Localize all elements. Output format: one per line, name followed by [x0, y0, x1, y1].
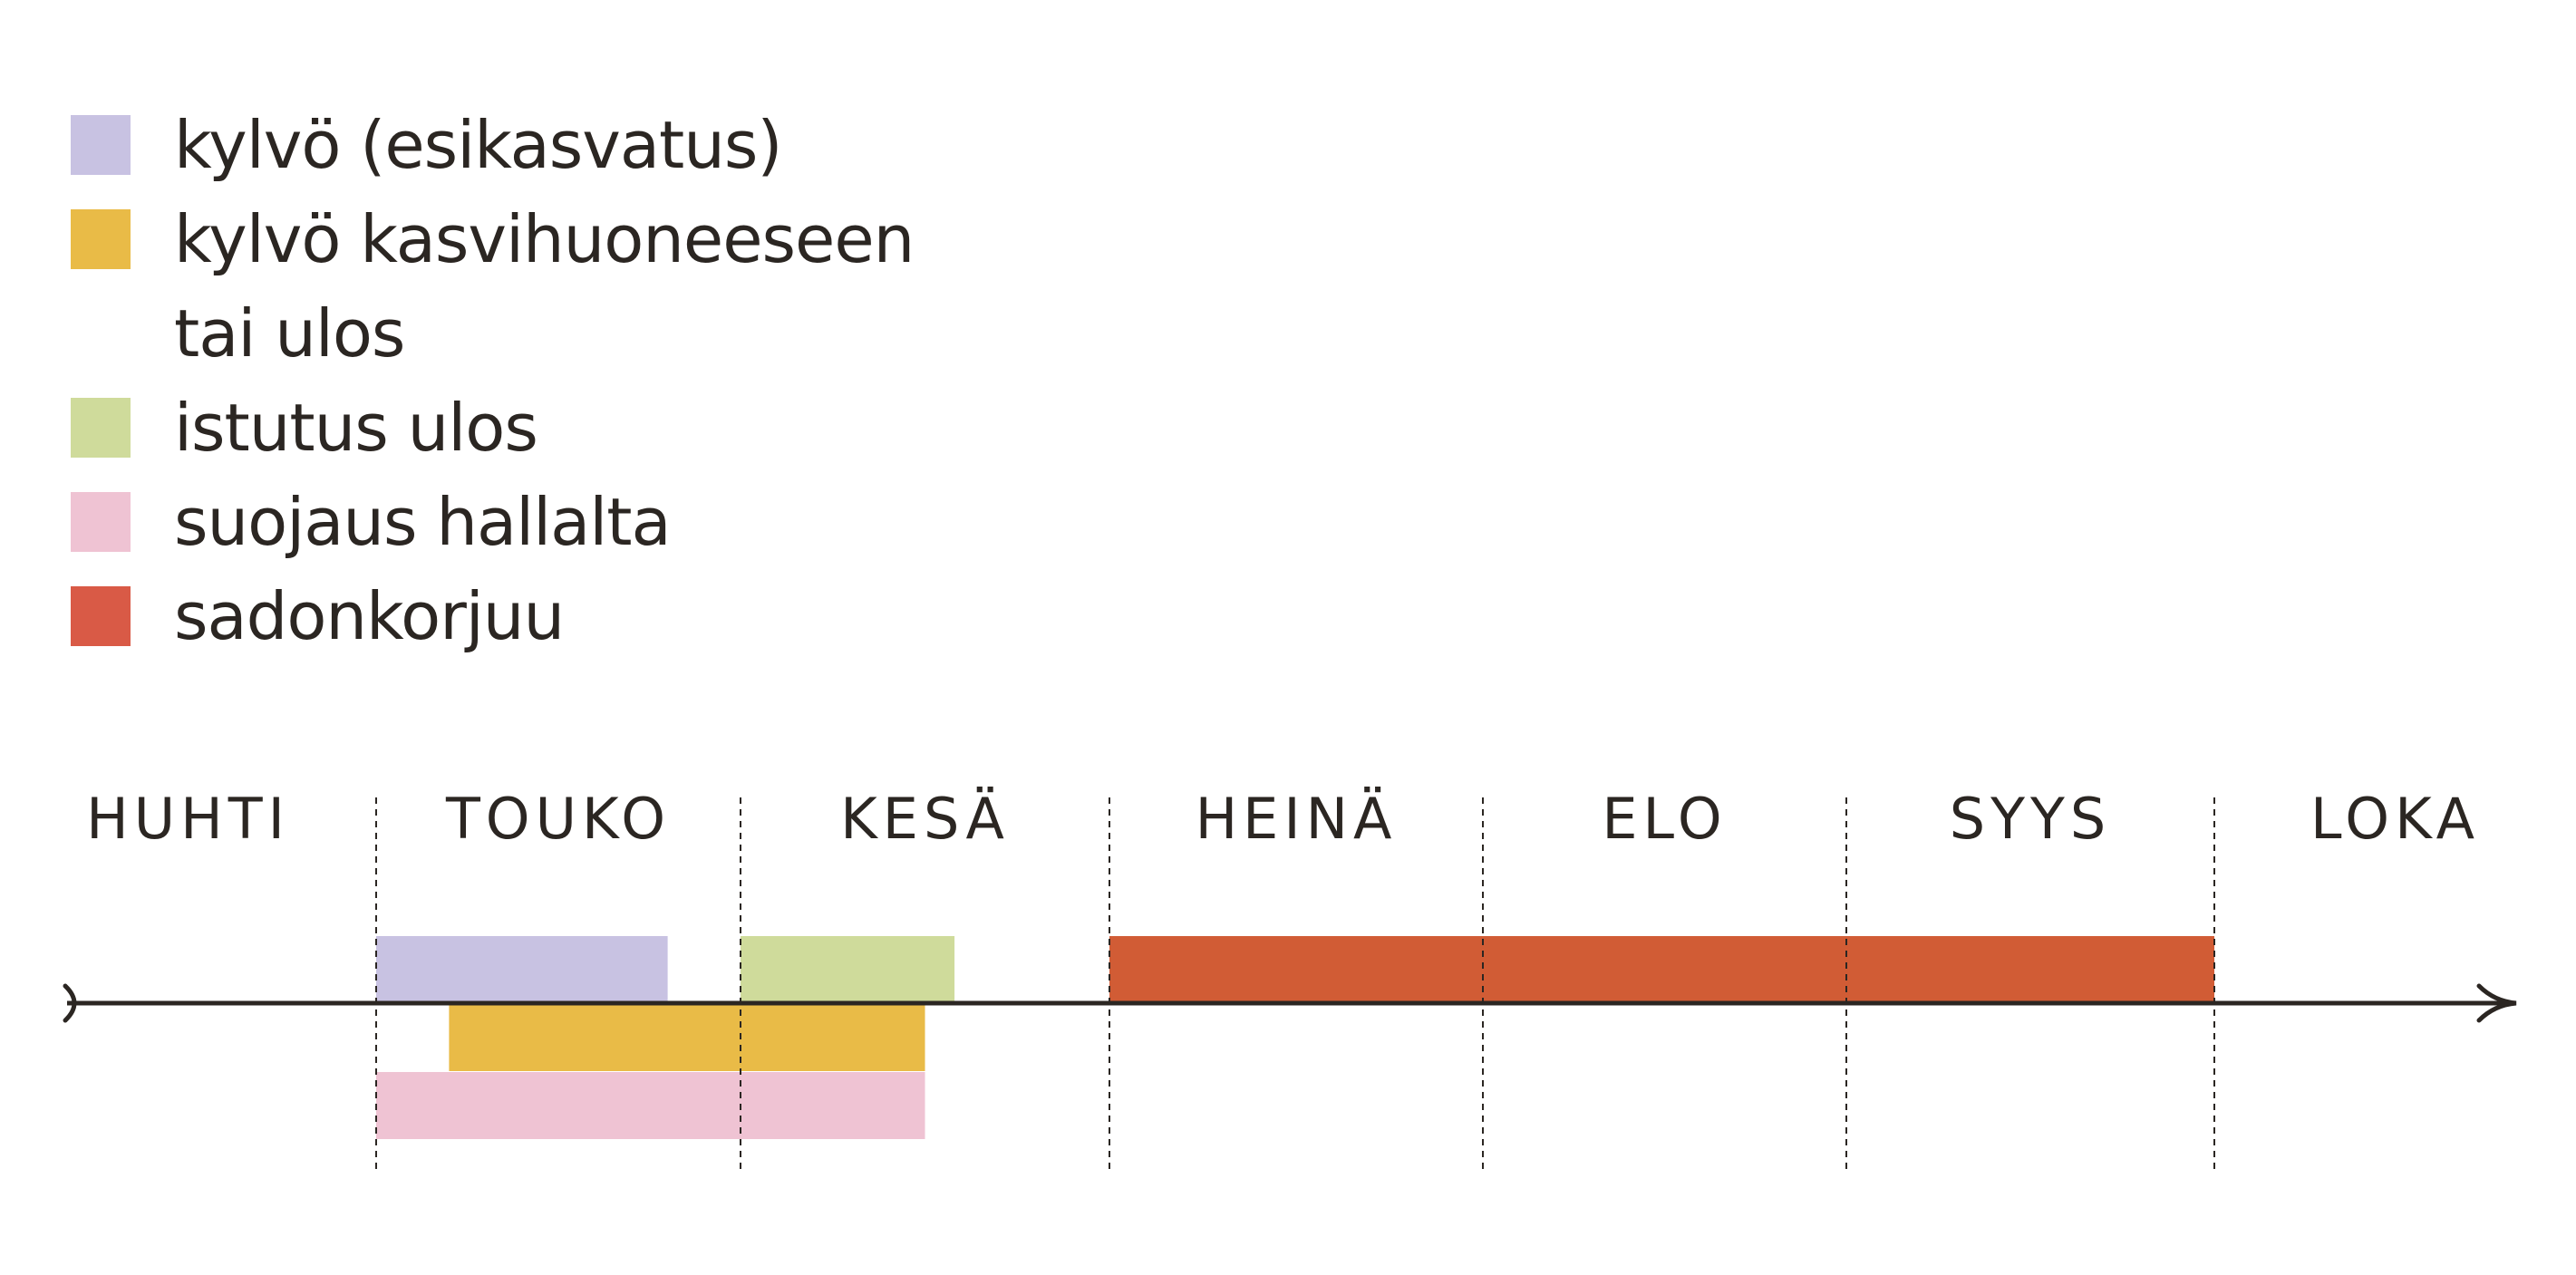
bar-above-axis: [376, 936, 668, 1003]
month-label: HUHTI: [86, 786, 290, 852]
legend-swatch: [71, 115, 131, 175]
month-label: SYYS: [1950, 786, 2111, 852]
gridlines-layer: [375, 797, 2215, 1169]
bar-above-axis: [1109, 936, 2214, 1003]
legend-item: tai ulos: [71, 286, 914, 381]
legend-swatch: [71, 398, 131, 458]
month-label: KESÄ: [840, 786, 1010, 852]
legend-item: kylvö kasvihuoneeseen: [71, 192, 915, 286]
legend-item: suojaus hallalta: [71, 475, 914, 569]
legend-label: istutus ulos: [174, 390, 538, 466]
legend-label: kylvö kasvihuoneeseen: [174, 201, 915, 277]
axis-start-tail: [63, 983, 77, 1023]
legend-item: istutus ulos: [71, 381, 914, 475]
bar-below-axis-2: [376, 1072, 925, 1139]
bars-layer: [376, 936, 2214, 1139]
legend-swatch: [71, 492, 131, 552]
axis-layer: [63, 983, 2517, 1023]
bar-above-axis: [741, 936, 955, 1003]
legend-label: tai ulos: [174, 295, 405, 372]
month-label: ELO: [1602, 786, 1727, 852]
legend-item: sadonkorjuu: [71, 569, 914, 663]
legend-label: suojaus hallalta: [174, 484, 672, 560]
month-label: LOKA: [2310, 786, 2480, 852]
month-labels-layer: HUHTI TOUKO KESÄ HEINÄ ELO SYYS LOKA: [86, 786, 2480, 852]
legend-label: kylvö (esikasvatus): [174, 107, 782, 183]
legend-item: kylvö (esikasvatus): [71, 98, 914, 192]
legend-label: sadonkorjuu: [174, 578, 565, 654]
month-label: HEINÄ: [1196, 786, 1398, 852]
axis-arrow-head: [2476, 983, 2517, 1023]
legend-swatch: [71, 209, 131, 269]
legend-swatch: [71, 586, 131, 646]
legend: kylvö (esikasvatus) kylvö kasvihuoneeseen…: [71, 98, 915, 663]
month-label: TOUKO: [445, 786, 671, 852]
bar-below-axis-1: [449, 1004, 925, 1071]
